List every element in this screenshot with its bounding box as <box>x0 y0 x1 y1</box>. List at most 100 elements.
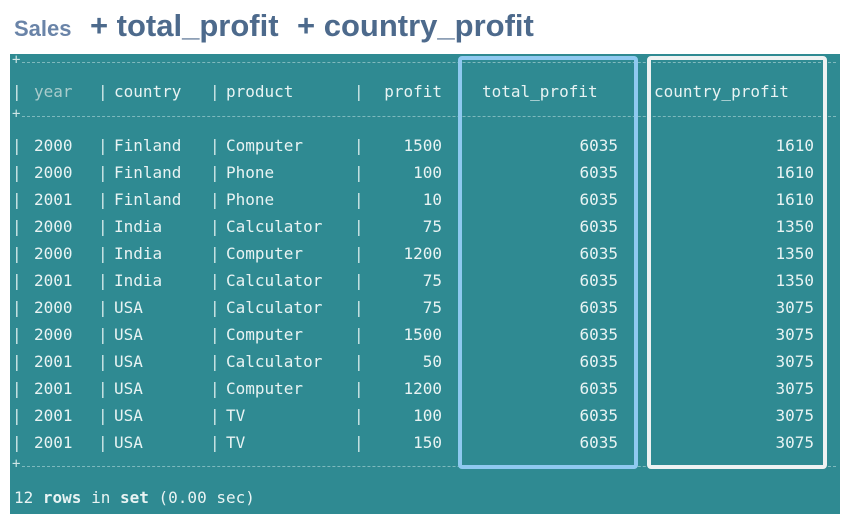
column-separator: | <box>354 136 364 155</box>
cell-profit: 75 <box>422 217 442 236</box>
column-header-product: product <box>226 82 294 101</box>
column-header-profit: profit <box>384 82 442 101</box>
table-row: | | | | 2001 USA Calculator 50 6035 3075 <box>10 348 840 375</box>
cell-product: Phone <box>226 163 275 182</box>
cell-year: 2001 <box>34 190 73 209</box>
column-separator: | <box>12 163 22 182</box>
column-header-total-profit: total_profit <box>482 82 598 101</box>
slide-heading: Sales + total_profit + country_profit <box>14 8 534 44</box>
column-separator: | <box>12 325 22 344</box>
cell-profit: 75 <box>422 271 442 290</box>
cell-country-profit: 1350 <box>775 244 814 263</box>
column-separator: | <box>12 379 22 398</box>
column-separator: | <box>210 163 220 182</box>
cell-country: USA <box>114 406 143 425</box>
cell-country: USA <box>114 298 143 317</box>
set-keyword: set <box>119 488 149 507</box>
cell-product: Calculator <box>226 298 323 317</box>
table-row: | | | | 2001 USA TV 150 6035 3075 <box>10 429 840 456</box>
cell-total-profit: 6035 <box>579 163 618 182</box>
column-separator: | <box>98 298 108 317</box>
column-separator: | <box>210 271 220 290</box>
column-separator: | <box>98 271 108 290</box>
cell-country-profit: 3075 <box>775 406 814 425</box>
cell-country-profit: 3075 <box>775 352 814 371</box>
column-separator: | <box>354 352 364 371</box>
column-separator: | <box>12 244 22 263</box>
cell-profit: 1200 <box>403 379 442 398</box>
cell-year: 2000 <box>34 298 73 317</box>
cell-profit: 1500 <box>403 325 442 344</box>
cell-product: Computer <box>226 325 304 344</box>
cell-product: Calculator <box>226 352 323 371</box>
cell-country-profit: 3075 <box>775 379 814 398</box>
column-separator: | <box>354 325 364 344</box>
in-keyword: in <box>91 488 111 507</box>
column-separator: | <box>98 190 108 209</box>
column-separator: | <box>354 244 364 263</box>
column-separator: | <box>210 217 220 236</box>
cell-country-profit: 1350 <box>775 271 814 290</box>
table-row: | | | | 2000 USA Computer 1500 6035 3075 <box>10 321 840 348</box>
cell-product: Calculator <box>226 271 323 290</box>
cell-profit: 100 <box>413 163 442 182</box>
cell-year: 2000 <box>34 325 73 344</box>
cell-year: 2000 <box>34 136 73 155</box>
table-row: | | | | 2001 USA TV 100 6035 3075 <box>10 402 840 429</box>
column-separator: | <box>210 325 220 344</box>
column-separator: | <box>210 379 220 398</box>
cell-country: USA <box>114 379 143 398</box>
column-separator: | <box>98 163 108 182</box>
column-separator: | <box>354 190 364 209</box>
table-name-label: Sales <box>14 16 72 41</box>
cell-year: 2001 <box>34 406 73 425</box>
cell-product: TV <box>226 406 246 425</box>
row-count: 12 <box>14 488 34 507</box>
column-separator: | <box>210 244 220 263</box>
query-timing: (0.00 sec) <box>158 488 255 507</box>
cell-product: Computer <box>226 379 304 398</box>
cell-country: Finland <box>114 136 182 155</box>
cell-country: USA <box>114 325 143 344</box>
column-separator: | <box>12 298 22 317</box>
table-row: | | | | 2001 USA Computer 1200 6035 3075 <box>10 375 840 402</box>
cell-country-profit: 1350 <box>775 217 814 236</box>
cell-country: Finland <box>114 190 182 209</box>
terminal-output: + | year | country | product | profit to… <box>10 52 840 514</box>
cell-product: Computer <box>226 244 304 263</box>
cell-country: India <box>114 271 163 290</box>
cell-year: 2001 <box>34 352 73 371</box>
cell-country-profit: 1610 <box>775 190 814 209</box>
cell-country-profit: 3075 <box>775 325 814 344</box>
column-separator: | <box>12 406 22 425</box>
cell-product: Computer <box>226 136 304 155</box>
column-separator: | <box>12 352 22 371</box>
add-total-profit-label: + total_profit <box>89 8 279 43</box>
column-separator: | <box>210 406 220 425</box>
column-separator: | <box>210 352 220 371</box>
add-country-profit-label: + country_profit <box>297 8 534 43</box>
cell-country: USA <box>114 352 143 371</box>
cell-profit: 1500 <box>403 136 442 155</box>
cell-product: Calculator <box>226 217 323 236</box>
cell-year: 2001 <box>34 271 73 290</box>
column-separator: | <box>354 298 364 317</box>
cell-profit: 50 <box>422 352 442 371</box>
table-border-header: + <box>10 106 840 122</box>
cell-total-profit: 6035 <box>579 217 618 236</box>
cell-total-profit: 6035 <box>579 406 618 425</box>
column-separator: | <box>210 298 220 317</box>
cell-country: India <box>114 244 163 263</box>
column-separator: | <box>98 244 108 263</box>
table-row: | | | | 2000 USA Calculator 75 6035 3075 <box>10 294 840 321</box>
cell-profit: 1200 <box>403 244 442 263</box>
cell-country-profit: 3075 <box>775 298 814 317</box>
cell-total-profit: 6035 <box>579 244 618 263</box>
cell-year: 2000 <box>34 217 73 236</box>
column-header-year: year <box>34 82 73 101</box>
table-header-row: | year | country | product | profit tota… <box>10 78 840 105</box>
cell-profit: 75 <box>422 298 442 317</box>
cell-profit: 100 <box>413 406 442 425</box>
cell-country: USA <box>114 433 143 452</box>
cell-year: 2001 <box>34 379 73 398</box>
